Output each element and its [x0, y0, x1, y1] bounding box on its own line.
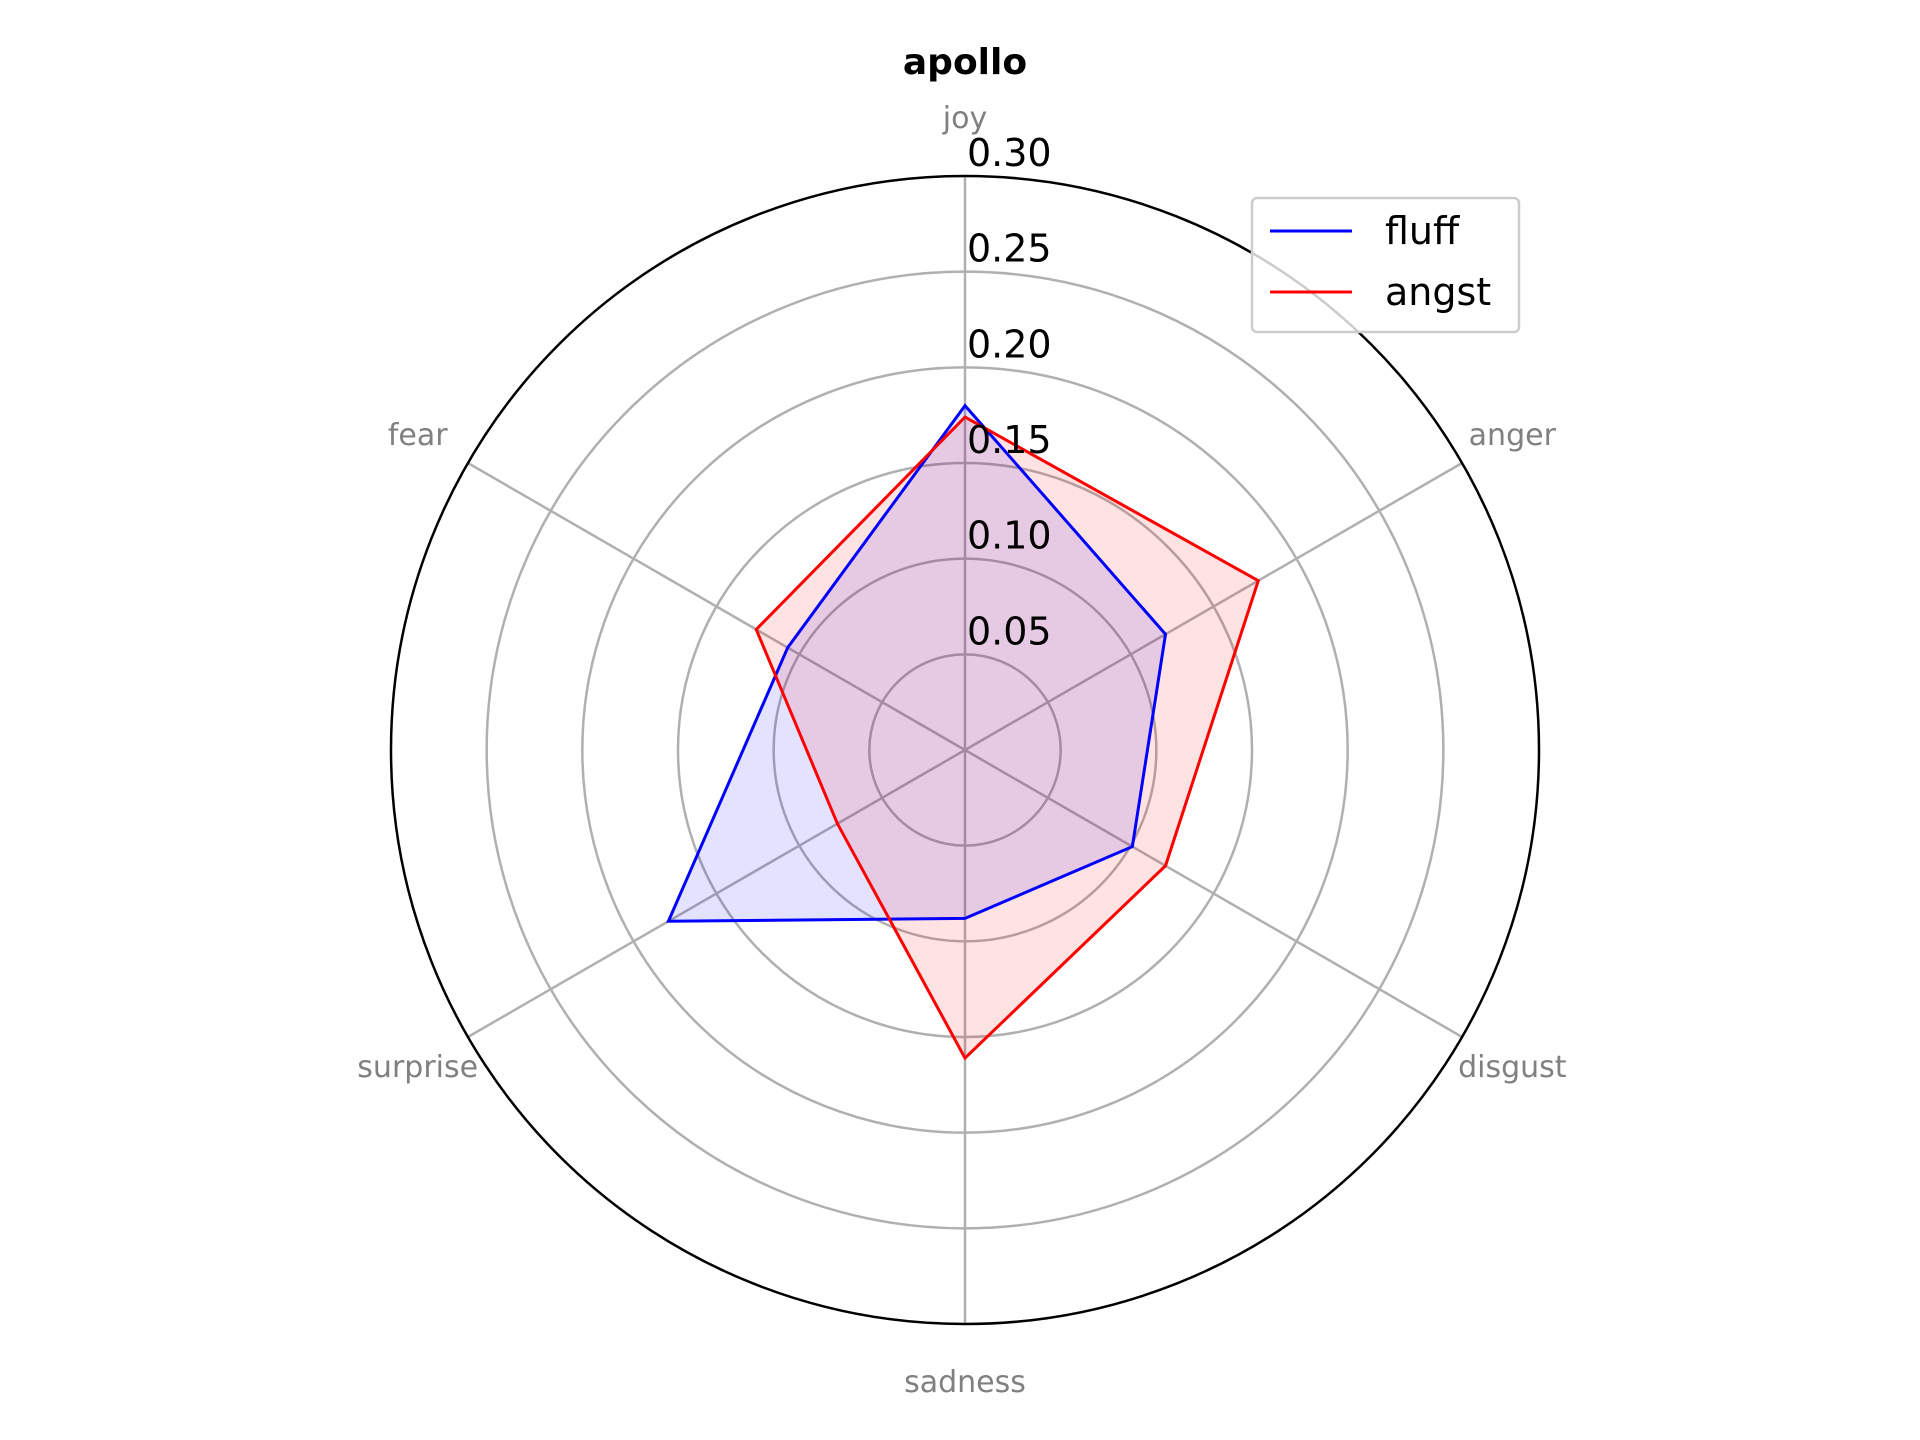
category-label-anger: anger — [1469, 418, 1557, 453]
spoke-anger — [964, 461, 1463, 752]
category-label-surprise: surprise — [357, 1050, 478, 1085]
series-area-angst — [756, 417, 1259, 1059]
series-area-fluff — [668, 405, 1166, 922]
category-label-joy: joy — [942, 101, 987, 136]
spoke-fear — [467, 461, 966, 752]
radial-tick-label: 0.05 — [967, 609, 1052, 653]
spoke-disgust — [964, 748, 1463, 1039]
series-layer — [666, 403, 1261, 1061]
chart-title: apollo — [903, 42, 1027, 83]
category-label-disgust: disgust — [1458, 1050, 1567, 1085]
radial-tick-label: 0.15 — [967, 418, 1052, 462]
radial-tick-label: 0.30 — [967, 131, 1052, 175]
polar-frame — [389, 174, 1541, 1326]
category-label-sadness: sadness — [904, 1365, 1026, 1400]
legend: fluff angst — [1250, 196, 1521, 334]
legend-label-fluff: fluff — [1385, 209, 1460, 253]
radial-tick-label: 0.10 — [967, 514, 1052, 558]
category-label-fear: fear — [388, 418, 448, 453]
legend-label-angst: angst — [1385, 270, 1491, 314]
grid-layer — [389, 174, 1541, 1326]
radial-tick-label: 0.25 — [967, 227, 1052, 271]
spoke-surprise — [467, 748, 966, 1039]
radial-tick-label: 0.20 — [967, 322, 1052, 366]
